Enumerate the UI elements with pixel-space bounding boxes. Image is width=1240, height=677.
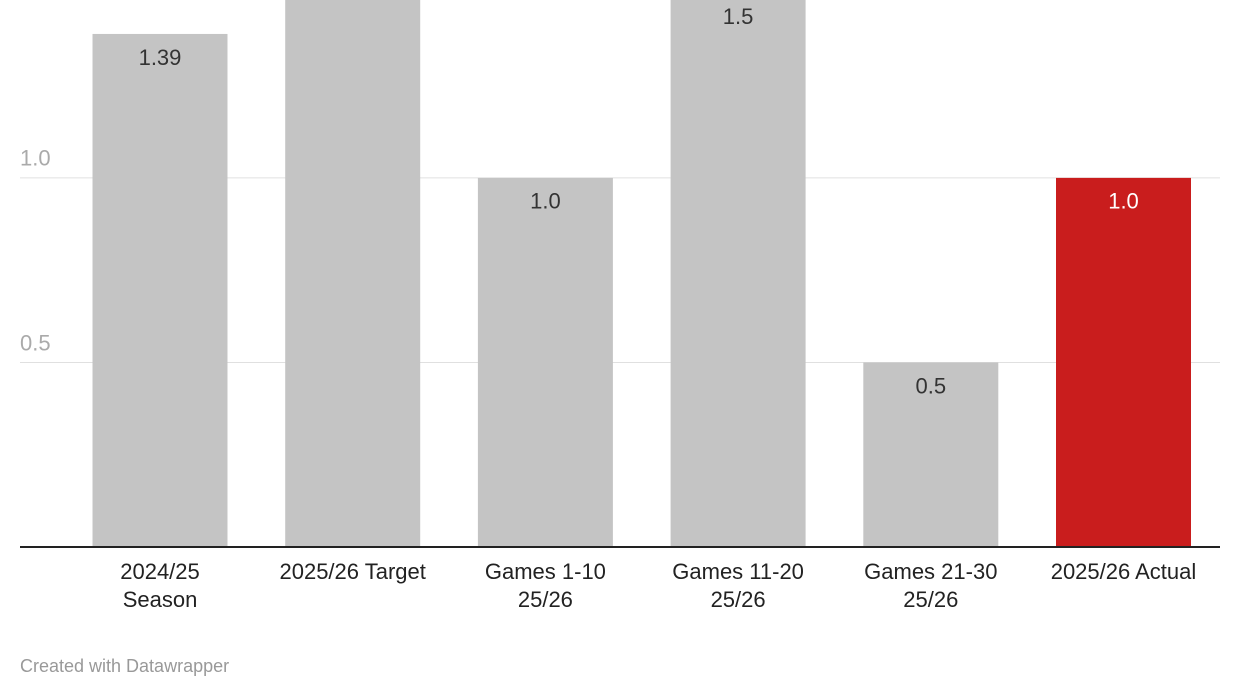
bar bbox=[285, 0, 421, 547]
footer: Created with Datawrapper bbox=[20, 656, 230, 676]
x-tick-label: Games 21-30 25/26 bbox=[864, 559, 998, 612]
bar bbox=[863, 362, 999, 547]
x-tick-label: 2024/25 Season bbox=[120, 559, 200, 612]
x-tick-label: 2025/26 Actual bbox=[1050, 559, 1197, 584]
y-tick-label: 1.0 bbox=[20, 146, 51, 171]
bar bbox=[477, 177, 613, 548]
value-label: 1.0 bbox=[530, 189, 561, 214]
value-label: 0.5 bbox=[916, 373, 947, 398]
value-label: 1.0 bbox=[1108, 189, 1139, 214]
value-label: 1.39 bbox=[139, 45, 182, 70]
bar bbox=[1056, 177, 1191, 548]
bar bbox=[92, 33, 228, 548]
x-tick-label: 2025/26 Target bbox=[279, 559, 426, 584]
bar bbox=[670, 0, 806, 548]
y-tick-label: 0.5 bbox=[20, 330, 51, 355]
x-tick-label: Games 1-10 25/26 bbox=[484, 559, 606, 612]
x-tick-label: Games 11-20 25/26 bbox=[672, 559, 804, 612]
value-label: 1.5 bbox=[723, 4, 754, 29]
